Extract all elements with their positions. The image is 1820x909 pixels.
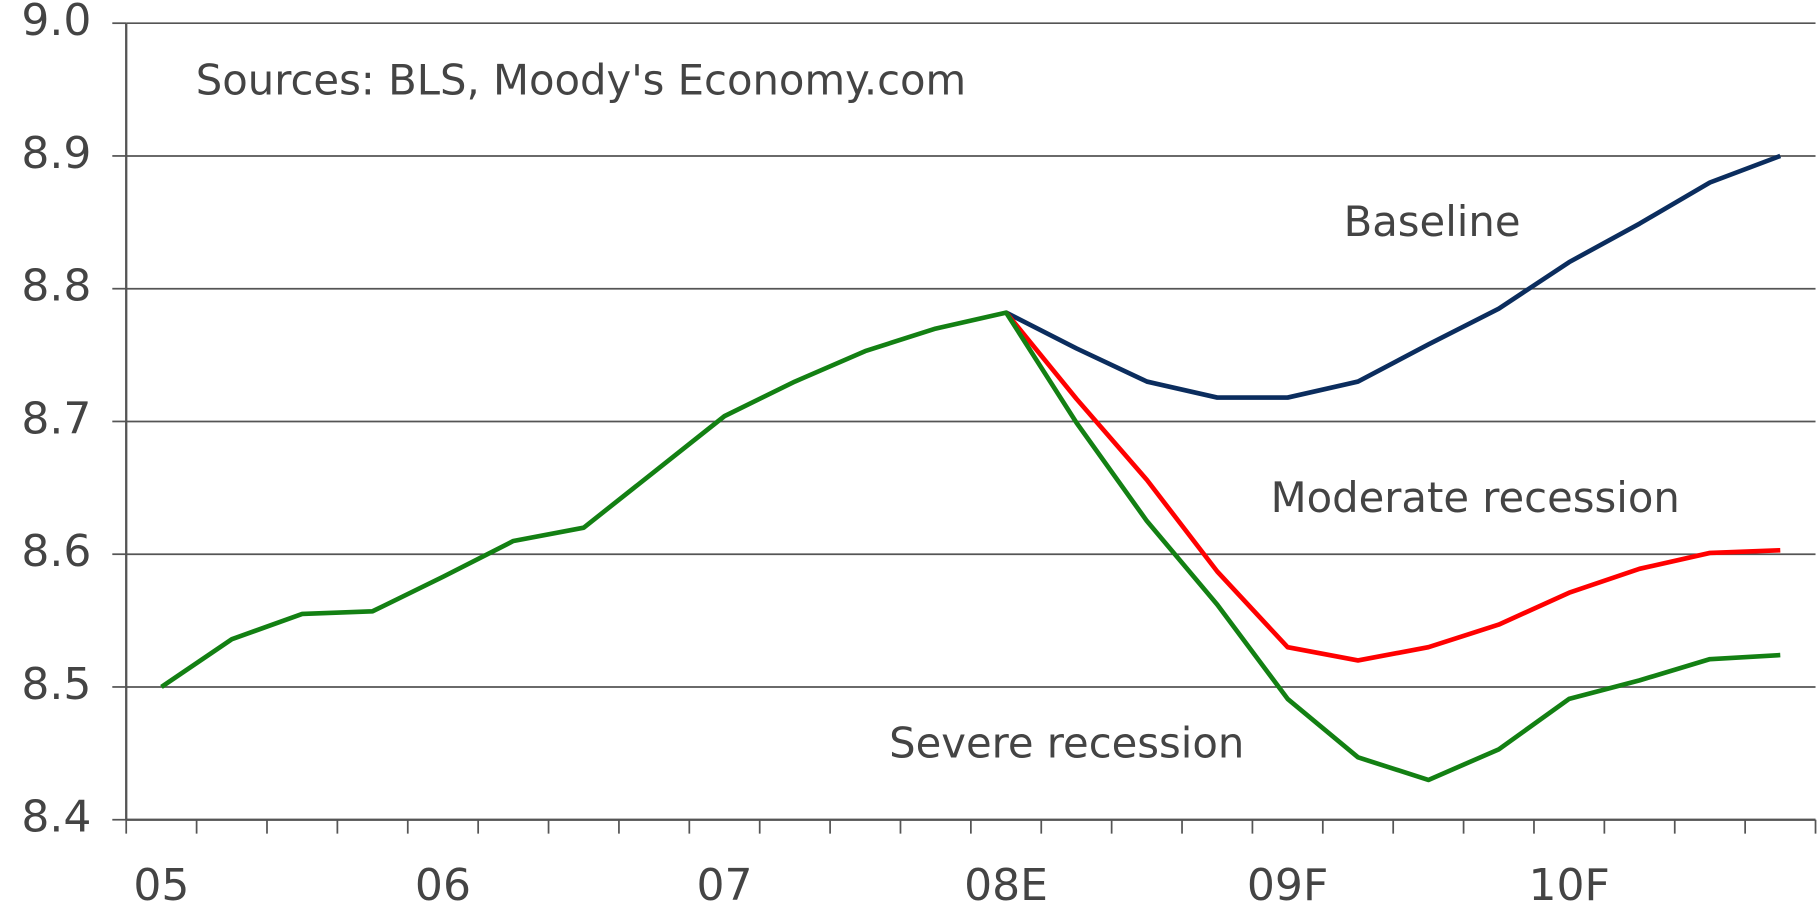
y-tick-label: 8.6 [21, 526, 91, 577]
series-line [1004, 311, 1781, 663]
y-tick-label: 8.4 [21, 792, 91, 843]
y-tick-label: 8.7 [21, 393, 91, 444]
y-tick-label: 8.5 [21, 659, 91, 710]
series-label: Severe recession [889, 719, 1244, 768]
x-tick-label: 07 [696, 860, 752, 909]
x-tick-label: 08E [964, 860, 1048, 909]
series-label: Baseline [1344, 197, 1521, 246]
series-line [1005, 153, 1782, 400]
series-line [160, 310, 1781, 783]
x-tick-label: 09F [1247, 860, 1328, 909]
x-tick-label: 10F [1528, 860, 1609, 909]
source-note: Sources: BLS, Moody's Economy.com [196, 55, 966, 104]
y-tick-label: 9.0 [21, 0, 91, 46]
x-tick-label: 05 [133, 860, 189, 909]
y-tick-label: 8.8 [21, 261, 91, 312]
x-tick-label: 06 [415, 860, 471, 909]
y-tick-label: 8.9 [21, 128, 91, 179]
series-label: Moderate recession [1271, 473, 1680, 522]
